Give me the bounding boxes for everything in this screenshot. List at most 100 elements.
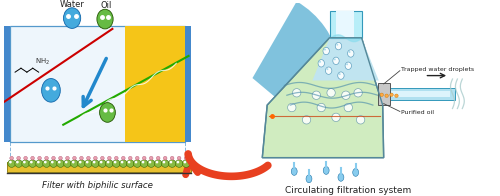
Ellipse shape (58, 161, 60, 163)
Ellipse shape (338, 173, 344, 181)
Ellipse shape (148, 161, 152, 163)
Bar (10, 26, 184, 142)
Text: Purified oil: Purified oil (401, 110, 434, 115)
Ellipse shape (93, 161, 96, 163)
Ellipse shape (170, 161, 172, 163)
Ellipse shape (100, 103, 116, 122)
Bar (336, 11, 353, 38)
Ellipse shape (136, 156, 139, 160)
Ellipse shape (79, 161, 82, 163)
Polygon shape (312, 38, 379, 81)
Ellipse shape (324, 49, 326, 51)
Ellipse shape (50, 160, 58, 167)
Bar (384, 88, 455, 100)
Ellipse shape (24, 156, 28, 160)
Ellipse shape (100, 161, 102, 163)
Ellipse shape (72, 156, 76, 160)
Ellipse shape (184, 156, 188, 160)
Ellipse shape (72, 161, 74, 163)
Bar (124, 26, 184, 142)
Ellipse shape (176, 161, 180, 163)
Ellipse shape (120, 160, 127, 167)
Ellipse shape (42, 79, 60, 102)
Ellipse shape (29, 160, 36, 167)
Ellipse shape (182, 160, 190, 167)
Ellipse shape (168, 160, 176, 167)
Ellipse shape (292, 168, 297, 175)
Ellipse shape (112, 160, 120, 167)
Wedge shape (252, 1, 341, 135)
Ellipse shape (302, 116, 310, 124)
Ellipse shape (56, 160, 64, 167)
Ellipse shape (162, 160, 169, 167)
Ellipse shape (17, 156, 20, 160)
Ellipse shape (86, 161, 88, 163)
Bar (6, 162, 191, 172)
Ellipse shape (16, 161, 18, 163)
Ellipse shape (319, 61, 321, 63)
Ellipse shape (114, 161, 116, 163)
Ellipse shape (84, 160, 92, 167)
Ellipse shape (126, 160, 134, 167)
Ellipse shape (120, 161, 124, 163)
Ellipse shape (323, 47, 330, 55)
Ellipse shape (154, 160, 162, 167)
Ellipse shape (44, 156, 48, 160)
Ellipse shape (356, 116, 365, 124)
Ellipse shape (148, 160, 155, 167)
Ellipse shape (22, 160, 30, 167)
Text: $\mathsf{NH_2}$: $\mathsf{NH_2}$ (34, 56, 50, 66)
Ellipse shape (114, 156, 118, 160)
Ellipse shape (142, 161, 144, 163)
Ellipse shape (92, 160, 99, 167)
Ellipse shape (30, 156, 34, 160)
Ellipse shape (327, 89, 336, 97)
Ellipse shape (30, 161, 32, 163)
Ellipse shape (98, 160, 106, 167)
Ellipse shape (70, 160, 78, 167)
Ellipse shape (80, 156, 84, 160)
Ellipse shape (52, 156, 56, 160)
Ellipse shape (58, 156, 62, 160)
Ellipse shape (140, 160, 148, 167)
Ellipse shape (178, 156, 181, 160)
Ellipse shape (338, 72, 344, 79)
Ellipse shape (15, 160, 22, 167)
Ellipse shape (345, 62, 352, 69)
Ellipse shape (128, 161, 130, 163)
Ellipse shape (66, 156, 70, 160)
Ellipse shape (106, 160, 113, 167)
Ellipse shape (64, 8, 80, 28)
Ellipse shape (108, 156, 111, 160)
Ellipse shape (107, 161, 110, 163)
Bar (4, 26, 10, 142)
Ellipse shape (156, 161, 158, 163)
Bar (386, 91, 450, 97)
Ellipse shape (292, 89, 301, 97)
Ellipse shape (385, 94, 388, 97)
Ellipse shape (354, 89, 362, 97)
Ellipse shape (390, 93, 394, 96)
Ellipse shape (348, 51, 350, 53)
Polygon shape (262, 38, 384, 158)
Ellipse shape (8, 160, 16, 167)
Ellipse shape (9, 161, 12, 163)
Ellipse shape (10, 156, 14, 160)
Ellipse shape (78, 160, 85, 167)
Text: Trapped water droplets: Trapped water droplets (401, 67, 474, 72)
Bar (184, 26, 190, 142)
Ellipse shape (394, 94, 398, 97)
Text: Filter with biphilic surface: Filter with biphilic surface (42, 181, 153, 190)
Text: Water: Water (60, 0, 84, 9)
Ellipse shape (348, 50, 354, 57)
Ellipse shape (164, 156, 167, 160)
Ellipse shape (352, 169, 358, 176)
Ellipse shape (51, 161, 54, 163)
Ellipse shape (344, 103, 352, 112)
Ellipse shape (336, 44, 338, 46)
Ellipse shape (65, 161, 68, 163)
Ellipse shape (156, 156, 160, 160)
Ellipse shape (94, 156, 97, 160)
Ellipse shape (323, 167, 329, 174)
Ellipse shape (334, 58, 336, 60)
